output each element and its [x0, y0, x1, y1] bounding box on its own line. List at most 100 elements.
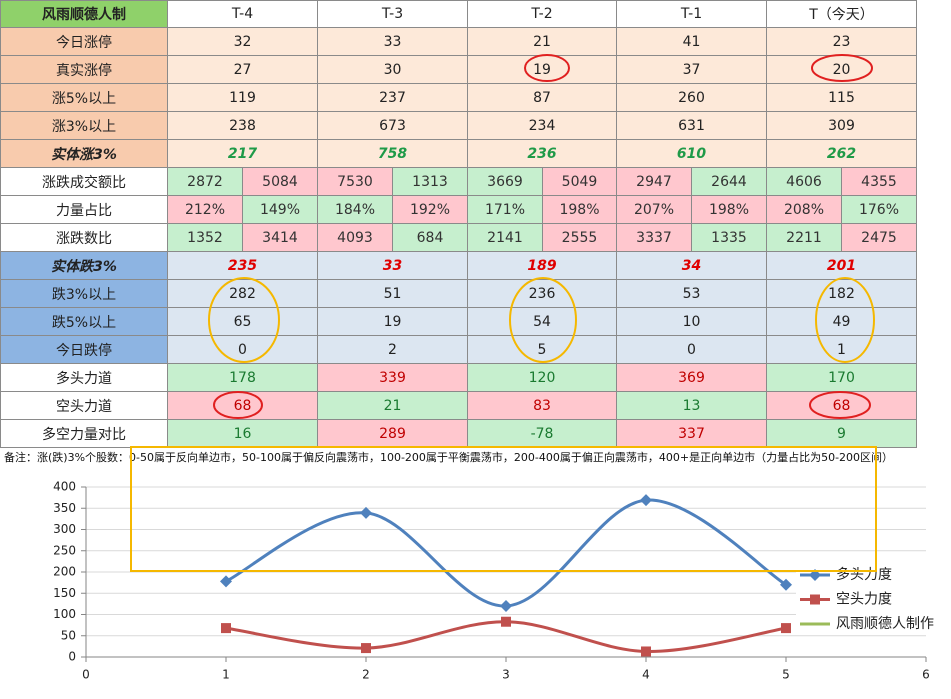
cell: 20	[767, 56, 917, 84]
cell: 49	[767, 308, 917, 336]
cell: 262	[767, 140, 917, 168]
cell: 13	[617, 392, 767, 420]
cell: 5049	[543, 168, 617, 196]
cell: 5084	[243, 168, 318, 196]
highlight-box	[130, 446, 877, 572]
cell: 实体跌3%	[0, 252, 168, 280]
cell: 207%	[617, 196, 692, 224]
cell: 235	[168, 252, 318, 280]
cell: 236	[468, 140, 617, 168]
cell: 21	[318, 392, 468, 420]
y-tick-label: 150	[53, 586, 76, 600]
cell: 41	[617, 28, 767, 56]
cell: 201	[767, 252, 917, 280]
cell: 34	[617, 252, 767, 280]
cell: 0	[617, 336, 767, 364]
cell: 今日跌停	[0, 336, 168, 364]
legend-label: 多头力度	[836, 566, 892, 583]
cell: 30	[318, 56, 468, 84]
cell: 610	[617, 140, 767, 168]
cell: 2211	[767, 224, 842, 252]
cell: 0	[168, 336, 318, 364]
cell: 260	[617, 84, 767, 112]
x-tick-label: 3	[502, 668, 510, 682]
cell: 力量占比	[0, 196, 168, 224]
cell: 212%	[168, 196, 243, 224]
legend-marker	[810, 594, 820, 605]
cell: 19	[468, 56, 617, 84]
cell: 236	[468, 280, 617, 308]
cell: 68	[168, 392, 318, 420]
cell: T-1	[617, 0, 767, 28]
cell: T（今天）	[767, 0, 917, 28]
y-tick-label: 50	[61, 628, 76, 642]
cell: 10	[617, 308, 767, 336]
cell: 282	[168, 280, 318, 308]
cell: 2475	[842, 224, 917, 252]
cell: 3414	[243, 224, 318, 252]
cell: 涨3%以上	[0, 112, 168, 140]
cell: 多空力量对比	[0, 420, 168, 448]
chart-bg	[0, 466, 951, 699]
x-tick-label: 5	[782, 668, 790, 682]
cell: 238	[168, 112, 318, 140]
cell: 234	[468, 112, 617, 140]
cell: 171%	[468, 196, 543, 224]
cell: 涨5%以上	[0, 84, 168, 112]
cell: 51	[318, 280, 468, 308]
point	[780, 578, 792, 591]
point	[361, 643, 371, 654]
cell: 37	[617, 56, 767, 84]
cell: 198%	[692, 196, 767, 224]
point	[501, 616, 511, 627]
cell: 19	[318, 308, 468, 336]
y-tick-label: 200	[53, 565, 76, 579]
cell: 2872	[168, 168, 243, 196]
cell: 182	[767, 280, 917, 308]
cell: -78	[468, 420, 617, 448]
cell: 7530	[318, 168, 393, 196]
cell: 涨跌数比	[0, 224, 168, 252]
cell: 3337	[617, 224, 692, 252]
cell: 631	[617, 112, 767, 140]
cell: 68	[767, 392, 917, 420]
cell: 3669	[468, 168, 543, 196]
cell: 115	[767, 84, 917, 112]
cell: 真实涨停	[0, 56, 168, 84]
cell: 2644	[692, 168, 767, 196]
cell: 217	[168, 140, 318, 168]
cell: 176%	[842, 196, 917, 224]
circle	[524, 54, 570, 82]
y-tick-label: 100	[53, 607, 76, 621]
y-tick-label: 300	[53, 522, 76, 536]
cell: 27	[168, 56, 318, 84]
cell: 实体涨3%	[0, 140, 168, 168]
cell: 339	[318, 364, 468, 392]
x-tick-label: 2	[362, 668, 370, 682]
x-tick-label: 1	[222, 668, 230, 682]
cell: 237	[318, 84, 468, 112]
point	[221, 623, 231, 634]
cell: 758	[318, 140, 468, 168]
cell: 4606	[767, 168, 842, 196]
note: 备注：涨(跌)3%个股数：0-50属于反向单边市，50-100属于偏反向震荡市，…	[4, 451, 894, 464]
point	[641, 646, 651, 657]
cell: 54	[468, 308, 617, 336]
cell: 83	[468, 392, 617, 420]
legend-label: 风雨顺德人制作	[836, 616, 934, 632]
cell: 2	[318, 336, 468, 364]
cell: 184%	[318, 196, 393, 224]
cell: 多头力道	[0, 364, 168, 392]
cell: 33	[318, 252, 468, 280]
cell: 1335	[692, 224, 767, 252]
circle	[815, 277, 875, 363]
x-tick-label: 6	[922, 668, 930, 682]
y-tick-label: 350	[53, 501, 76, 515]
cell: 跌3%以上	[0, 280, 168, 308]
cell: 53	[617, 280, 767, 308]
cell: 涨跌成交额比	[0, 168, 168, 196]
cell: 16	[168, 420, 318, 448]
cell: 309	[767, 112, 917, 140]
